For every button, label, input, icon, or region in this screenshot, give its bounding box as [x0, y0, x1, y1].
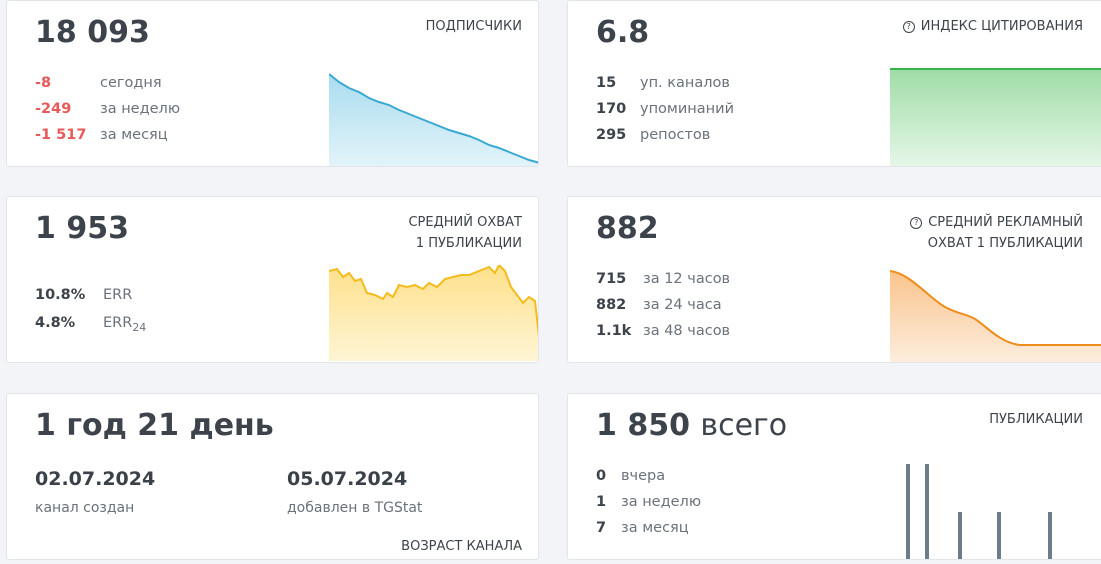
stat: 7 за месяц [596, 520, 689, 536]
stat: 1.1k за 48 часов [596, 323, 730, 339]
title: ПОДПИСЧИКИ [425, 19, 522, 34]
num: 10.8% [35, 287, 86, 303]
title-line: СРЕДНИЙ ОХВАТ [408, 215, 522, 230]
value: 882 [596, 211, 659, 246]
posts-card: 1 850 всего ПУБЛИКАЦИИ 0 вчера 1 за неделю… [567, 393, 1101, 560]
date: 02.07.2024 [35, 468, 156, 490]
title: ? СРЕДНИЙ РЕКЛАМНЫЙ ОХВАТ 1 ПУБЛИКАЦИИ [910, 212, 1083, 254]
subscribers-card: 18 093 ПОДПИСЧИКИ -8 сегодня -249 за недел… [6, 0, 539, 167]
ad-reach-card: 882 ? СРЕДНИЙ РЕКЛАМНЫЙ ОХВАТ 1 ПУБЛИКАЦИИ… [567, 196, 1101, 363]
age-card: 1 год 21 день 02.07.2024 канал создан 05… [6, 393, 539, 560]
label: за 24 часа [643, 297, 722, 313]
stat: 4.8% ERR24 [35, 315, 146, 334]
label: ERR [103, 315, 133, 331]
label: вчера [621, 468, 666, 484]
num: 1 [596, 494, 607, 510]
num: -1 517 [35, 127, 87, 143]
title: СРЕДНИЙ ОХВАТ 1 ПУБЛИКАЦИИ [408, 212, 522, 254]
subscript: 24 [132, 320, 147, 334]
stat: 882 за 24 часа [596, 297, 722, 313]
stat: 295 репостов [596, 127, 710, 143]
reach-card: 1 953 СРЕДНИЙ ОХВАТ 1 ПУБЛИКАЦИИ 10.8% ERR… [6, 196, 539, 363]
num: 15 [596, 75, 617, 91]
stat: -8 сегодня [35, 75, 162, 91]
stat: 15 уп. каналов [596, 75, 730, 91]
num: -249 [35, 101, 72, 117]
sparkline [329, 73, 538, 166]
title-line: 1 ПУБЛИКАЦИИ [415, 236, 522, 251]
num: 1.1k [596, 323, 632, 339]
label: сегодня [100, 75, 162, 91]
title-line: ОХВАТ 1 ПУБЛИКАЦИИ [927, 236, 1083, 251]
stat: 170 упоминаний [596, 101, 734, 117]
stat: -249 за неделю [35, 101, 180, 117]
title: ПУБЛИКАЦИИ [989, 412, 1083, 427]
stat: 10.8% ERR [35, 287, 132, 303]
stat: 715 за 12 часов [596, 271, 730, 287]
value: 1 год 21 день [35, 408, 274, 443]
label: за неделю [100, 101, 181, 117]
num: 0 [596, 468, 607, 484]
num: 7 [596, 520, 607, 536]
num: 4.8% [35, 315, 76, 331]
title-text: ИНДЕКС ЦИТИРОВАНИЯ [920, 19, 1083, 34]
value: 6.8 [596, 15, 650, 50]
num: 882 [596, 297, 627, 313]
bar-sparkline [906, 464, 1052, 559]
stat: 1 за неделю [596, 494, 701, 510]
label: уп. каналов [640, 75, 730, 91]
title: ? ИНДЕКС ЦИТИРОВАНИЯ [902, 16, 1083, 37]
sparkline [890, 270, 1101, 362]
date-label: добавлен в TGStat [287, 500, 423, 516]
label: за 48 часов [643, 323, 731, 339]
value-suffix: всего [700, 408, 788, 443]
title-line: СРЕДНИЙ РЕКЛАМНЫЙ [928, 215, 1083, 230]
value-num: 1 850 [596, 408, 690, 443]
value: 18 093 [35, 15, 150, 50]
stat: -1 517 за месяц [35, 127, 168, 143]
label: за неделю [621, 494, 702, 510]
label: репостов [640, 127, 711, 143]
label: ERR [103, 287, 133, 303]
label: за 12 часов [643, 271, 731, 287]
label: за месяц [621, 520, 689, 536]
sparkline [890, 68, 1101, 166]
num: -8 [35, 75, 52, 91]
num: 170 [596, 101, 627, 117]
label: упоминаний [640, 101, 734, 117]
title: ВОЗРАСТ КАНАЛА [401, 539, 522, 554]
citation-card: 6.8 ? ИНДЕКС ЦИТИРОВАНИЯ 15 уп. каналов 17… [567, 0, 1101, 167]
sparkline [329, 265, 538, 361]
value: 1 953 [35, 211, 129, 246]
date-label: канал создан [35, 500, 135, 516]
stat: 0 вчера [596, 468, 665, 484]
num: 715 [596, 271, 627, 287]
value: 1 850 всего [596, 408, 787, 443]
label: за месяц [100, 127, 168, 143]
num: 295 [596, 127, 627, 143]
date: 05.07.2024 [287, 468, 408, 490]
